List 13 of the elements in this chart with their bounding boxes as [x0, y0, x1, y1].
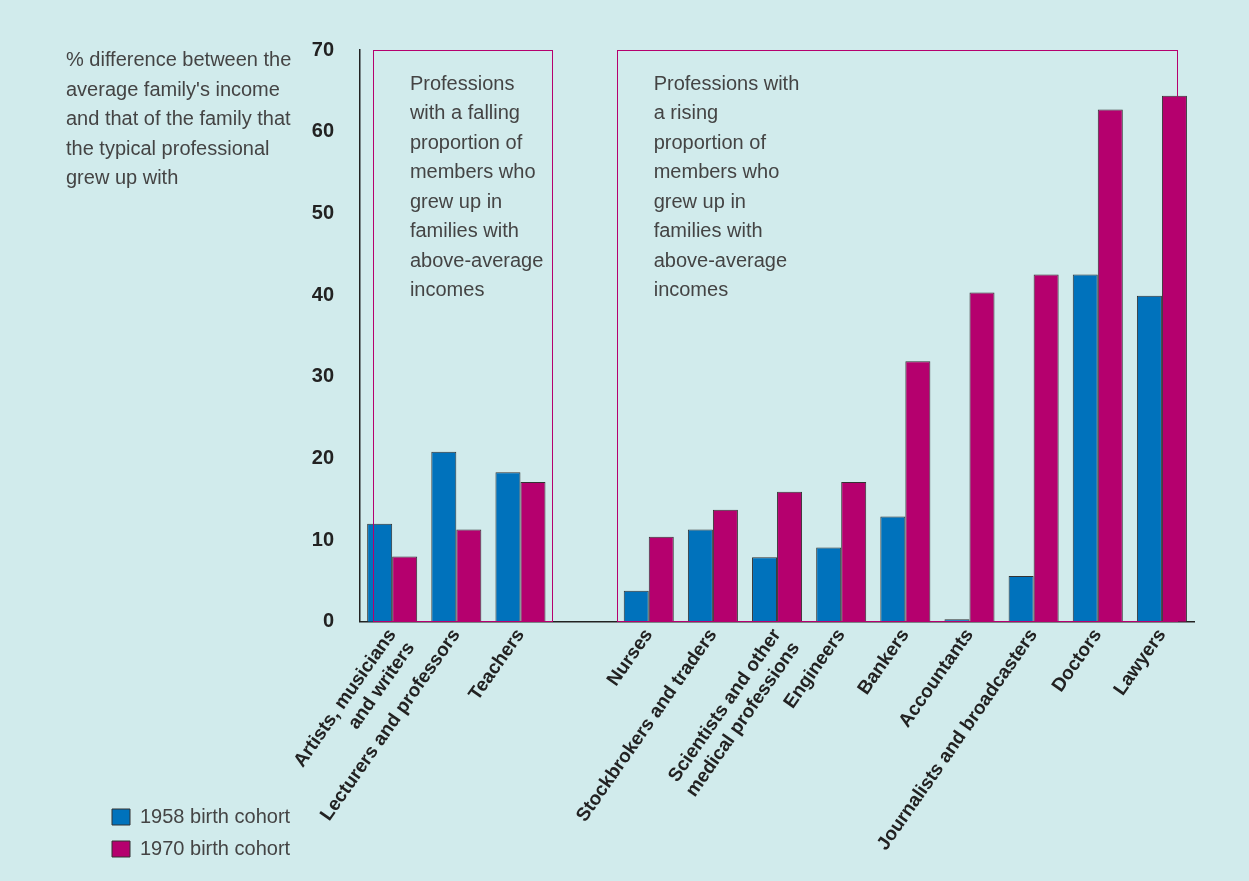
legend-label: 1958 birth cohort — [140, 804, 291, 827]
annotation: Professions with a falling proportion of members who grew up in families with above-average incomes — [408, 71, 544, 301]
y-tick-label: 20 — [311, 445, 335, 468]
y-tick-label: 70 — [311, 37, 335, 60]
y-tick-label: 10 — [311, 527, 335, 550]
legend-label: 1970 birth cohort — [140, 836, 291, 859]
y-tick-label: 30 — [311, 364, 335, 387]
annotation: Professions with a rising proportion of members who grew up in families with above-average incomes — [653, 71, 800, 301]
y-axis-title: % difference between the average family's income and that of the family that the typical professional grew up with — [66, 47, 293, 190]
y-tick-label: 40 — [311, 282, 335, 305]
y-tick-label: 0 — [322, 609, 335, 632]
y-tick-label: 50 — [311, 200, 335, 223]
y-tick-label: 60 — [311, 119, 335, 142]
